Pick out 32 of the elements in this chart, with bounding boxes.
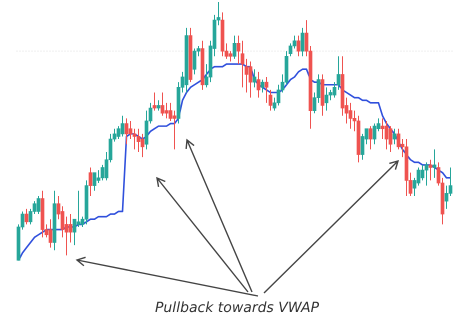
candlestick [36,195,40,215]
candlestick [384,120,388,150]
candlestick [164,102,168,119]
candlestick [120,115,124,137]
candlestick [172,110,176,150]
candlestick [248,60,252,98]
candlestick [252,68,256,88]
candlestick [156,100,160,112]
candlestick [424,162,428,186]
candlestick [124,118,128,145]
candlestick [392,128,396,145]
candlestick [380,118,384,140]
candlestick [92,172,96,192]
candlestick [228,50,232,62]
candlestick [260,79,264,94]
candlestick [232,35,236,60]
candlestick [152,92,156,112]
candlestick [428,159,432,181]
candlestick [192,48,196,75]
candlestick [256,71,260,98]
text: Pullback towards VWAP [154,300,320,316]
candlestick [324,86,328,112]
candlestick [68,214,72,243]
candlestick [24,208,28,225]
candlestick [88,167,92,196]
candlestick [160,92,164,116]
candlestick [368,126,372,150]
candlestick [48,218,52,248]
candlestick [432,148,436,178]
candlestick [300,27,304,57]
candlestick [296,35,300,57]
candlestick [264,76,268,104]
